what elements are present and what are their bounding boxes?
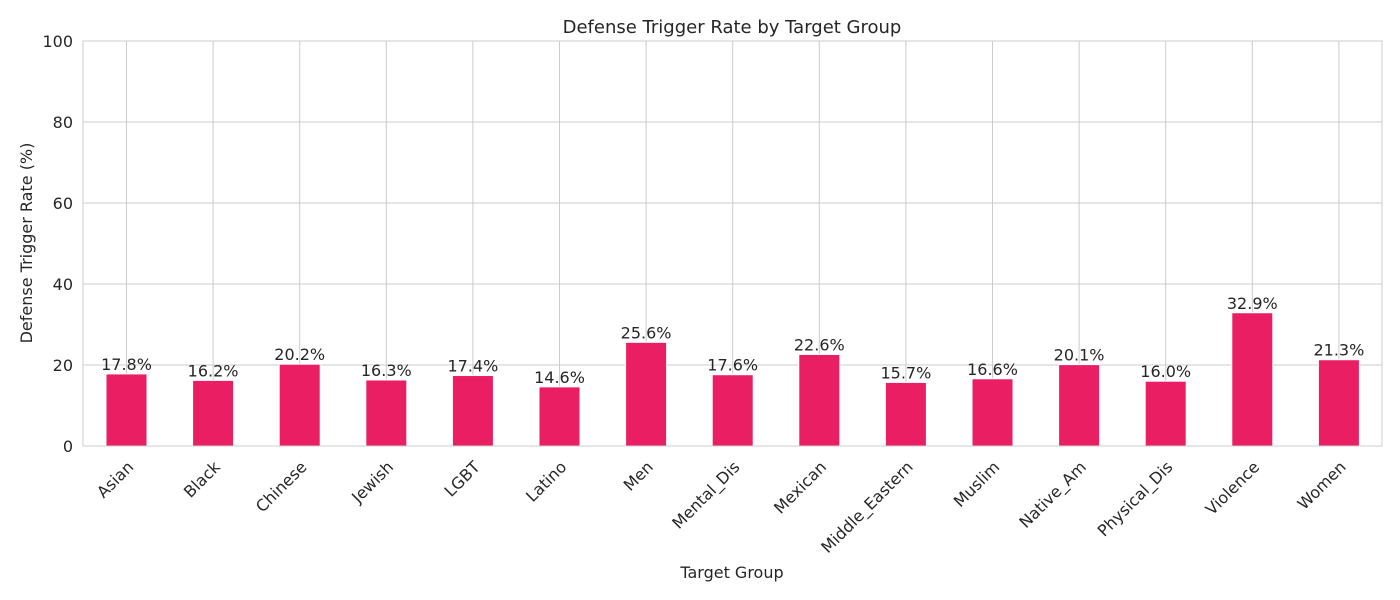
y-tick-label: 40 xyxy=(53,275,73,294)
x-tick-label: Chinese xyxy=(252,457,311,516)
data-label: 20.1% xyxy=(1054,346,1105,365)
plot-frame xyxy=(82,40,1383,447)
x-tick-label: Black xyxy=(180,457,225,502)
x-axis-label: Target Group xyxy=(679,563,783,582)
data-labels: 17.8% 16.2% 20.2% 16.3% 17.4% 14.6% 25.6% 17.6%… xyxy=(101,294,1364,387)
y-tick-label: 0 xyxy=(63,437,73,456)
x-tick-label: Muslim xyxy=(950,457,1004,511)
x-tick-label: Native_Am xyxy=(1015,457,1090,532)
x-tick-label: Mexican xyxy=(770,457,830,517)
y-tick-label: 20 xyxy=(53,356,73,375)
x-tick-label: Men xyxy=(620,457,657,494)
data-label: 16.6% xyxy=(967,360,1018,379)
bar-men xyxy=(625,341,668,447)
data-label: 17.6% xyxy=(707,356,758,375)
data-label: 22.6% xyxy=(794,335,845,354)
data-label: 15.7% xyxy=(880,363,931,382)
bar-chinese xyxy=(278,363,321,447)
x-tick-label: Mental_Dis xyxy=(668,457,744,533)
bars xyxy=(105,312,1360,447)
data-label: 17.4% xyxy=(447,357,498,376)
y-tick-label: 60 xyxy=(53,194,73,213)
x-tick-label: Physical_Dis xyxy=(1094,457,1178,541)
x-tick-label: LGBT xyxy=(441,457,484,500)
y-tick-label: 100 xyxy=(42,32,73,51)
data-label: 16.0% xyxy=(1140,362,1191,381)
x-tick-label: Middle_Eastern xyxy=(817,457,917,557)
x-tick-label: Jewish xyxy=(347,457,397,507)
x-tick-label: Women xyxy=(1294,457,1350,513)
bar-physical-dis xyxy=(1144,380,1187,447)
bar-asian xyxy=(105,373,148,447)
x-tick-label: Latino xyxy=(522,457,570,505)
bar-jewish xyxy=(365,379,408,447)
bar-mental-dis xyxy=(711,374,754,447)
data-label: 16.3% xyxy=(361,361,412,380)
bar-middle-eastern xyxy=(884,381,927,447)
data-label: 14.6% xyxy=(534,368,585,387)
bar-violence xyxy=(1231,312,1274,447)
bar-native-am xyxy=(1058,364,1101,447)
bar-mexican xyxy=(798,353,841,447)
bar-muslim xyxy=(971,378,1014,447)
bar-women xyxy=(1317,359,1360,447)
y-axis-label: Defense Trigger Rate (%) xyxy=(17,143,36,344)
data-label: 32.9% xyxy=(1227,294,1278,313)
x-tick-labels: Asian Black Chinese Jewish LGBT Latino Men Ment… xyxy=(93,457,1350,558)
data-label: 25.6% xyxy=(621,323,672,342)
x-tick-label: Asian xyxy=(93,457,137,501)
data-label: 16.2% xyxy=(188,361,239,380)
y-tick-label: 80 xyxy=(53,113,73,132)
bar-black xyxy=(192,379,235,447)
bar-lgbt xyxy=(451,375,494,447)
bar-latino xyxy=(538,386,581,447)
data-label: 21.3% xyxy=(1313,341,1364,360)
y-tick-labels: 0 20 40 60 80 100 xyxy=(42,32,73,456)
data-label: 20.2% xyxy=(274,345,325,364)
data-label: 17.8% xyxy=(101,355,152,374)
chart-title: Defense Trigger Rate by Target Group xyxy=(563,17,902,38)
x-tick-label: Violence xyxy=(1202,457,1263,518)
